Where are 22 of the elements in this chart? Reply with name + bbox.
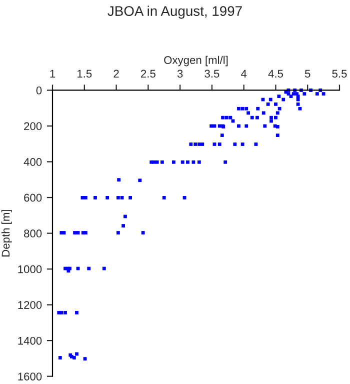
y-tick-label: 1000: [18, 265, 42, 274]
y-tick-label: 0: [36, 86, 42, 94]
y-tick-label: 400: [24, 158, 42, 166]
y-tick-label: 800: [24, 230, 42, 238]
y-tick-label: 1600: [18, 372, 42, 380]
x-tick-label: 1.5: [78, 70, 92, 78]
x-axis-title: Oxygen [ml/l]: [164, 56, 228, 66]
y-tick-label: 600: [24, 194, 42, 202]
x-tick-label: 1: [50, 70, 56, 78]
x-tick-label: 3: [177, 70, 183, 78]
x-tick-label: 5.5: [332, 70, 347, 78]
chart-title: JBOA in August, 1997: [108, 6, 242, 19]
x-tick-label: 3.5: [204, 70, 220, 78]
y-tick-label: 200: [24, 122, 42, 130]
x-tick-label: 4: [241, 70, 247, 78]
y-tick-label: 1200: [18, 301, 42, 309]
x-tick-label: 2: [114, 70, 119, 78]
x-tick-label: 4.5: [268, 70, 283, 78]
x-tick-label: 2.5: [141, 70, 156, 78]
y-tick-label: 1400: [18, 336, 42, 345]
y-axis-title: Depth [m]: [1, 210, 12, 256]
x-tick-label: 5: [304, 70, 310, 78]
